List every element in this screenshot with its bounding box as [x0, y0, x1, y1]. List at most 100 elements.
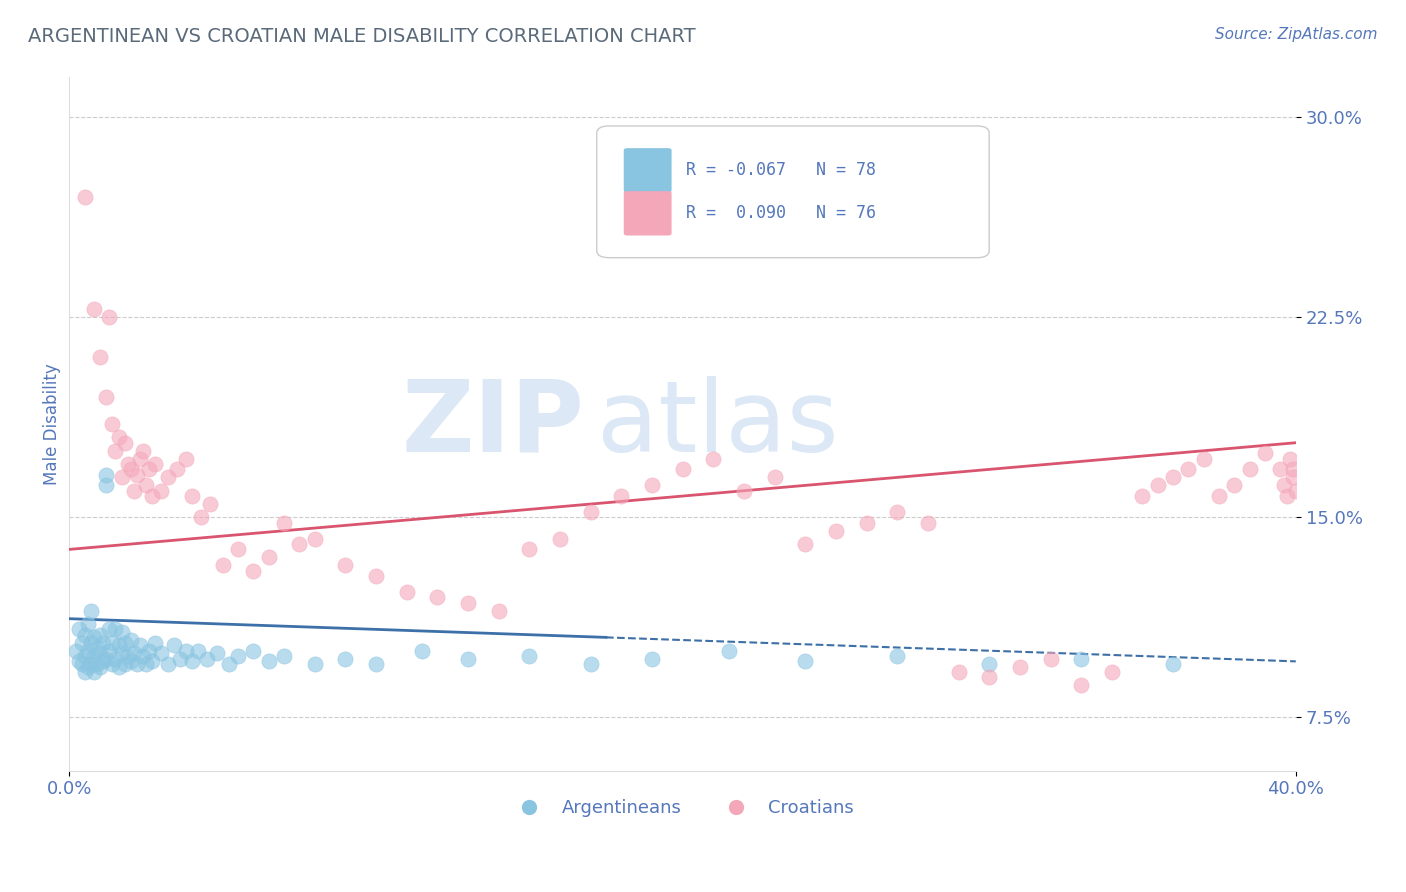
Point — [364, 657, 387, 671]
Point — [1070, 651, 1092, 665]
Point — [122, 483, 145, 498]
Point — [1281, 470, 1303, 484]
Point — [1239, 462, 1261, 476]
Point — [114, 435, 136, 450]
Point — [96, 467, 118, 482]
Point — [641, 478, 664, 492]
Point — [67, 654, 90, 668]
Point — [117, 457, 139, 471]
Point — [1285, 483, 1308, 498]
Point — [979, 670, 1001, 684]
Text: ARGENTINEAN VS CROATIAN MALE DISABILITY CORRELATION CHART: ARGENTINEAN VS CROATIAN MALE DISABILITY … — [28, 27, 696, 45]
Point — [120, 462, 142, 476]
Point — [98, 643, 121, 657]
Point — [83, 648, 105, 663]
Point — [89, 646, 111, 660]
Point — [1254, 446, 1277, 460]
Point — [132, 443, 155, 458]
Point — [174, 643, 197, 657]
Point — [89, 628, 111, 642]
Point — [91, 654, 114, 668]
Point — [120, 633, 142, 648]
Point — [979, 657, 1001, 671]
FancyBboxPatch shape — [624, 148, 672, 193]
Point — [641, 651, 664, 665]
Point — [129, 451, 152, 466]
Point — [96, 478, 118, 492]
Point — [242, 643, 264, 657]
Point — [101, 417, 124, 431]
Point — [517, 648, 540, 663]
Point — [73, 665, 96, 679]
Point — [257, 654, 280, 668]
Point — [226, 648, 249, 663]
Point — [1192, 451, 1215, 466]
Point — [1132, 489, 1154, 503]
Point — [672, 462, 695, 476]
Point — [395, 585, 418, 599]
Point — [1270, 462, 1292, 476]
Point — [488, 604, 510, 618]
Point — [107, 659, 129, 673]
Point — [83, 665, 105, 679]
Point — [948, 665, 970, 679]
Point — [1177, 462, 1199, 476]
Legend: Argentineans, Croatians: Argentineans, Croatians — [503, 791, 862, 824]
Point — [197, 651, 219, 665]
Text: atlas: atlas — [596, 376, 838, 473]
Point — [110, 470, 132, 484]
Point — [114, 657, 136, 671]
Point — [190, 510, 212, 524]
Point — [187, 643, 209, 657]
Point — [579, 505, 602, 519]
Point — [335, 558, 357, 573]
Point — [717, 643, 740, 657]
Point — [335, 651, 357, 665]
Point — [548, 532, 571, 546]
Point — [70, 636, 93, 650]
Point — [855, 516, 877, 530]
Point — [174, 451, 197, 466]
Point — [1161, 657, 1184, 671]
Point — [1101, 665, 1123, 679]
Point — [138, 643, 160, 657]
Point — [457, 596, 479, 610]
Point — [364, 569, 387, 583]
Y-axis label: Male Disability: Male Disability — [44, 363, 60, 485]
Point — [120, 654, 142, 668]
Point — [86, 657, 108, 671]
Point — [610, 489, 633, 503]
Point — [76, 643, 98, 657]
Point — [86, 641, 108, 656]
Point — [135, 478, 157, 492]
Point — [517, 542, 540, 557]
Point — [129, 639, 152, 653]
Point — [107, 639, 129, 653]
Point — [242, 564, 264, 578]
Point — [200, 497, 222, 511]
Point — [76, 617, 98, 632]
Point — [763, 470, 786, 484]
Point — [156, 657, 179, 671]
Text: R =  0.090   N = 76: R = 0.090 N = 76 — [686, 204, 876, 222]
Point — [273, 516, 295, 530]
Point — [101, 636, 124, 650]
Point — [70, 657, 93, 671]
Point — [135, 657, 157, 671]
Point — [117, 648, 139, 663]
Point — [1272, 478, 1295, 492]
Point — [150, 483, 173, 498]
Point — [825, 524, 848, 538]
Point — [1146, 478, 1168, 492]
Point — [257, 550, 280, 565]
Point — [1039, 651, 1062, 665]
Point — [67, 623, 90, 637]
Point — [96, 391, 118, 405]
Point — [163, 639, 186, 653]
Point — [1161, 470, 1184, 484]
Point — [218, 657, 240, 671]
Point — [169, 651, 191, 665]
Point — [98, 623, 121, 637]
Point — [273, 648, 295, 663]
Point — [1070, 678, 1092, 692]
